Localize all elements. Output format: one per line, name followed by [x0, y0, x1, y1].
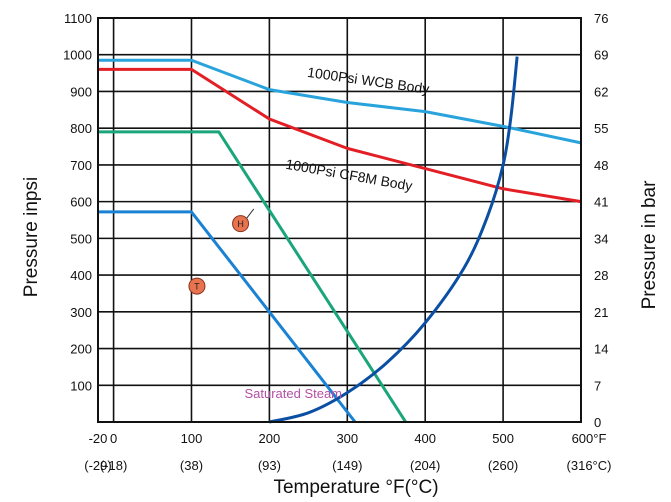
x-tick-label-4: 300 — [336, 431, 358, 446]
x-tick-sublabel-1: (-18) — [100, 458, 127, 473]
y-left-tick-label-2: 300 — [70, 305, 92, 320]
y-right-tick-label-9: 62 — [594, 84, 608, 99]
x-tick-sublabel-5: (204) — [410, 458, 440, 473]
tick-labels: -20 (-29) 0 (-18) 100 (38) 200 (93) 300 (149) 400 (… — [63, 11, 611, 473]
y-left-tick-label-8: 900 — [70, 84, 92, 99]
y-right-tick-label-11: 76 — [594, 11, 608, 26]
saturated-steam-label: Saturated Steam — [244, 386, 342, 401]
y-right-tick-label-3: 21 — [594, 305, 608, 320]
marker-label-1: T — [194, 282, 200, 292]
x-tick-label-1: 0 — [110, 431, 117, 446]
x-axis-title: Temperature °F(°C) — [273, 477, 438, 498]
y-right-tick-label-6: 41 — [594, 195, 608, 210]
marker-circle-0 — [232, 215, 250, 233]
x-tick-sublabel-7: (316°C) — [567, 458, 612, 473]
y-left-tick-label-4: 500 — [70, 231, 92, 246]
y-right-tick-label-10: 69 — [594, 48, 608, 63]
y-axis-title-left: Pressure inpsi — [21, 177, 42, 297]
series-line-1 — [98, 67, 582, 204]
marker-circle-1 — [188, 277, 206, 295]
series-line-2 — [98, 130, 407, 423]
plot-border — [97, 17, 582, 423]
x-tick-sublabel-3: (93) — [258, 458, 281, 473]
grid — [97, 17, 582, 422]
marker-pointer-0 — [245, 208, 255, 220]
y-left-tick-label-10: 1100 — [64, 11, 92, 26]
x-tick-sublabel-4: (149) — [332, 458, 362, 473]
y-left-tick-label-6: 700 — [70, 158, 92, 173]
y-right-tick-label-2: 14 — [594, 342, 608, 357]
y-left-tick-label-7: 800 — [70, 121, 92, 136]
plot-frame — [97, 17, 582, 423]
x-tick-sublabel-0: (-29) — [84, 458, 111, 473]
series-lines — [98, 56, 582, 424]
marker-label-0: H — [237, 219, 244, 229]
series-line-4 — [269, 56, 519, 424]
y-left-tick-label-1: 200 — [70, 342, 92, 357]
y-right-tick-label-0: 0 — [594, 415, 601, 430]
x-tick-label-0: -20 — [89, 431, 108, 446]
x-tick-sublabel-2: (38) — [180, 458, 203, 473]
x-tick-label-2: 100 — [181, 431, 203, 446]
series-line-0 — [98, 58, 582, 145]
x-tick-label-5: 400 — [414, 431, 436, 446]
x-tick-label-6: 500 — [492, 431, 514, 446]
y-axis-title-right: Pressure in bar — [639, 180, 660, 310]
series-line-3 — [98, 210, 357, 423]
y-right-tick-label-7: 48 — [594, 158, 608, 173]
x-tick-label-7: 600°F — [572, 431, 607, 446]
y-left-tick-label-0: 100 — [70, 378, 92, 393]
y-left-tick-label-3: 400 — [70, 268, 92, 283]
y-right-tick-label-5: 34 — [594, 231, 608, 246]
y-right-tick-label-1: 7 — [594, 378, 601, 393]
y-right-tick-label-8: 55 — [594, 121, 608, 136]
x-tick-sublabel-6: (260) — [488, 458, 518, 473]
y-left-tick-label-9: 1000 — [63, 48, 92, 63]
x-tick-label-3: 200 — [259, 431, 281, 446]
y-right-tick-label-4: 28 — [594, 268, 608, 283]
y-left-tick-label-5: 600 — [70, 195, 92, 210]
